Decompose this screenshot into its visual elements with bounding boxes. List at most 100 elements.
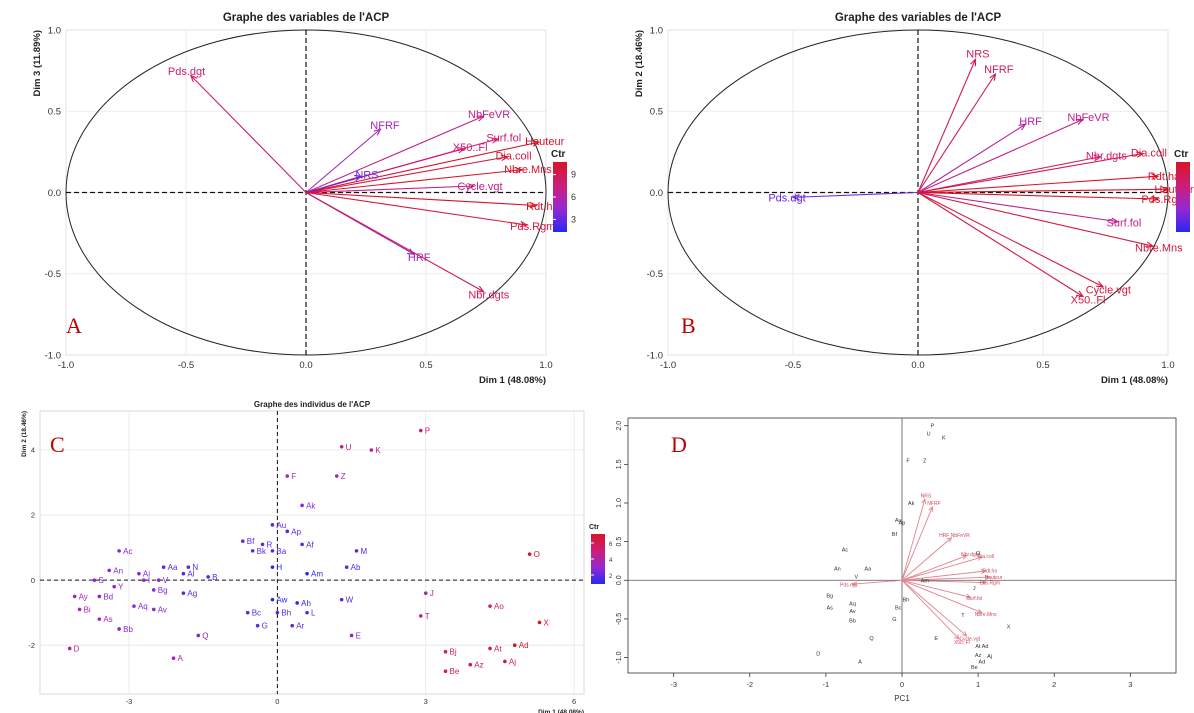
loading-label: NRS (921, 493, 932, 499)
individual-label: Be (971, 665, 978, 671)
variable-label: Pds.dgt (168, 66, 205, 78)
individual-label: R (267, 540, 273, 549)
individual-label: T (425, 612, 430, 621)
arrow-hrf (917, 123, 1026, 193)
y-tick-label: 0 (31, 576, 35, 585)
loading-arrowhead-dia-coll (976, 555, 983, 561)
individual-point-an (107, 568, 112, 573)
x-tick-label: -1.0 (660, 360, 676, 371)
arrowhead-nfrf (373, 128, 382, 136)
individual-label: B (212, 573, 217, 582)
loading-arrow-cycle-vgt (901, 579, 967, 637)
variable-label: NbFeVR (1067, 112, 1109, 124)
individual-label: M (361, 547, 368, 556)
y-tick-label: -1.0 (647, 350, 663, 361)
y-tick-label: 0.0 (48, 188, 61, 199)
individual-label: V (163, 576, 169, 585)
x-tick-label: 6 (572, 697, 576, 706)
legend-tick-label: 6 (571, 192, 576, 202)
individual-label: I (148, 576, 150, 585)
individual-point-al (181, 571, 186, 576)
individual-label: Ay (79, 592, 88, 601)
individual-point-bi (77, 607, 82, 612)
variable-label: Surf.fol (1107, 218, 1142, 230)
panel-letter-b: B (681, 313, 696, 338)
individual-label: K (942, 435, 946, 441)
individual-label: S (98, 576, 103, 585)
individual-point-as (97, 617, 102, 621)
x-tick-label: 2 (1052, 680, 1056, 689)
individual-label: As (826, 605, 833, 611)
loading-arrowhead-rdt-ha (980, 568, 987, 575)
individual-label: K (375, 446, 381, 455)
loading-label: Pds.dgt (840, 582, 858, 588)
loading-arrowhead-surf-fol (965, 593, 972, 599)
loading-label: Surf.fol (966, 596, 982, 602)
variable-label: NFRF (370, 120, 400, 132)
individual-point-af (300, 542, 304, 547)
individual-label: Ba (276, 547, 286, 556)
arrowhead-cycle-vgt (467, 183, 476, 190)
individual-label: O (534, 550, 540, 559)
individual-label: At (494, 644, 502, 653)
arrowhead-nrs (354, 174, 363, 182)
individual-label: Q (869, 636, 874, 642)
arrowhead-hrf (406, 248, 416, 255)
x-axis-label: Dim 1 (48.08%) (538, 709, 584, 713)
individual-point-v (156, 578, 161, 582)
loading-arrowhead-nrs (921, 498, 927, 505)
individual-label: Av (849, 609, 856, 615)
individual-point-d (67, 646, 72, 651)
individual-label: Bf (247, 537, 255, 546)
loading-arrowhead-pds-dgt (851, 581, 858, 587)
individual-label: Ar (296, 622, 304, 631)
y-tick-label: 0.5 (48, 107, 61, 118)
individual-point-aq (132, 604, 136, 608)
arrowhead-hrf (1018, 123, 1027, 131)
arrow-pds-rgm (305, 191, 527, 226)
arrowhead-nfrf (989, 72, 997, 81)
individual-label: Bg (826, 594, 833, 600)
x-tick-label: -0.5 (785, 360, 801, 371)
individual-label: Ao (494, 602, 504, 611)
loading-arrowhead-pds-rgm (980, 579, 987, 586)
individual-label: Ap (291, 527, 301, 536)
individual-point-ao (488, 604, 492, 608)
individual-point-ay (72, 594, 77, 599)
individual-label: Ab (351, 563, 361, 572)
x-axis-label: Dim 1 (48.08%) (1101, 375, 1168, 386)
variable-label: Nbre.Mns (504, 164, 552, 176)
loading-arrowhead-nbr-dgts (961, 554, 968, 560)
individual-point-a (171, 656, 176, 661)
variable-label: Rdt.ha (526, 201, 559, 213)
loading-arrow-hauteur (901, 576, 990, 581)
individual-point-at (488, 646, 492, 651)
loading-arrowhead-nbre-mns (976, 608, 983, 614)
individual-point-r (260, 542, 265, 547)
individual-label: U (927, 431, 931, 437)
loading-label: Cycle.vgt (959, 637, 980, 643)
y-axis-label: Dim 2 (18.46%) (634, 30, 645, 97)
individual-label: X (1007, 625, 1011, 631)
arrow-nfrf (917, 73, 996, 193)
arrow-rdt-ha (305, 191, 537, 207)
y-tick-label: -2 (28, 641, 35, 650)
individual-label: An (834, 567, 841, 573)
arrow-x50-fl (917, 192, 1084, 297)
individual-point-s (92, 578, 97, 582)
arrowhead-nbfevr (1075, 118, 1085, 125)
arrowhead-rdt-ha (529, 201, 538, 209)
individual-label: Aj (509, 657, 516, 666)
x-tick-label: 3 (424, 697, 428, 706)
arrowhead-dia-coll (1136, 151, 1145, 158)
individual-label: Ac (123, 547, 132, 556)
individual-point-u (339, 444, 344, 449)
individual-label: Bj (450, 648, 457, 657)
individual-point-e (349, 633, 354, 638)
individual-point-o (527, 552, 532, 556)
variable-label: NRS (355, 170, 378, 182)
individual-point-q (196, 633, 201, 638)
arrowhead-hauteur (531, 140, 541, 147)
legend-tick-label: 4 (609, 558, 613, 564)
plot-area (39, 410, 585, 695)
